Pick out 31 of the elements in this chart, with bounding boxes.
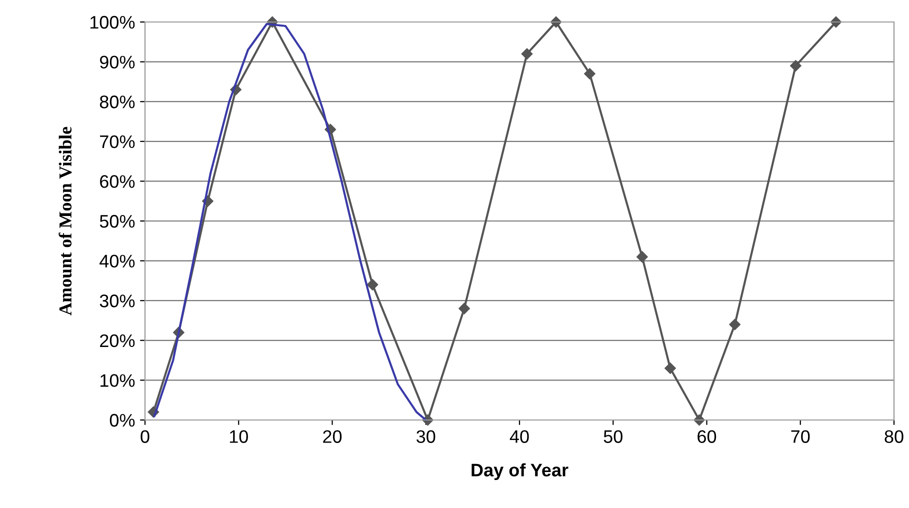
y-tick-label: 30% (100, 294, 135, 308)
point (366, 279, 378, 290)
y-tick-label: 20% (100, 334, 135, 348)
point (664, 362, 676, 374)
y-tick-label: 10% (100, 374, 135, 387)
y-tick-label: 60% (100, 175, 135, 188)
point (521, 48, 533, 60)
x-tick-label: 20 (323, 430, 342, 443)
y-tick-label: 70% (100, 135, 135, 148)
point (584, 68, 596, 80)
x-tick-label: 80 (884, 430, 904, 443)
x-tick-label: 50 (604, 430, 622, 443)
x-axis-title: Day of Year (472, 463, 568, 480)
x-tick-label: 70 (791, 430, 810, 443)
x-tick-label: 10 (230, 430, 248, 443)
y-tick-label: 80% (100, 96, 135, 108)
point (636, 251, 648, 262)
point (790, 60, 802, 72)
x-tick-label: 40 (510, 430, 529, 443)
x-tick-label: 60 (698, 430, 716, 443)
y-tick-label: 40% (100, 254, 135, 268)
y-tick-label: 90% (100, 56, 135, 69)
y-tick-label: 50% (100, 214, 135, 228)
point (729, 318, 740, 330)
y-tick-label: 100% (90, 16, 135, 29)
y-tick-label: 0% (110, 414, 135, 427)
point (694, 414, 705, 426)
y-axis-title: Amount of Moon Visible (58, 126, 72, 316)
x-tick-label: 30 (416, 430, 436, 443)
x-tick-label: 0 (140, 430, 150, 443)
point (458, 302, 470, 314)
